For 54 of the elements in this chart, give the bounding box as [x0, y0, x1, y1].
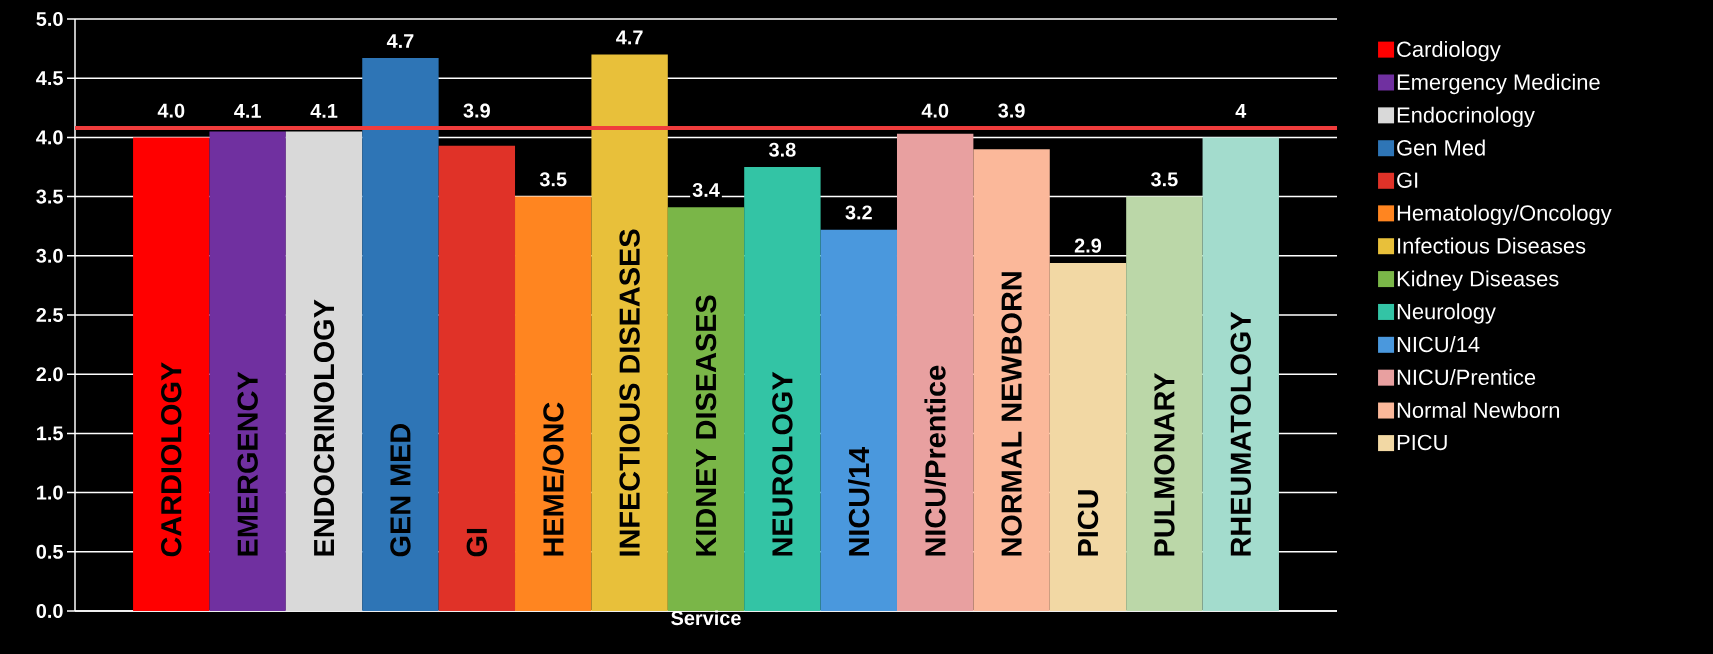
x-tick-label: NICU/Prentice: [924, 365, 946, 556]
legend-label: Neurology: [1397, 303, 1496, 324]
y-tick-label: 3.0: [36, 248, 63, 263]
data-label: 3.5: [1150, 172, 1178, 187]
x-tick-label: EMERGENCY: [237, 371, 258, 556]
x-tick-label: PULMONARY: [1154, 372, 1175, 556]
data-label: 4.1: [310, 104, 338, 118]
y-tick-label: 2.5: [36, 307, 63, 323]
x-axis-title: Service: [671, 610, 741, 626]
data-label: 4.7: [616, 30, 643, 45]
data-label: 4: [1235, 104, 1247, 118]
x-tick-label: RHEUMATOLOGY: [1230, 311, 1251, 556]
data-label: 4.1: [234, 104, 261, 118]
data-label: 3.4: [692, 182, 720, 198]
data-label: 4.7: [386, 34, 414, 48]
data-label: 3.5: [539, 172, 567, 187]
y-tick-label: 0.0: [36, 603, 63, 619]
y-tick-label: 5.0: [36, 11, 63, 27]
legend-label: Infectious Diseases: [1398, 237, 1586, 254]
legend-label: Emergency Medicine: [1397, 73, 1600, 95]
data-label: 2.9: [1074, 238, 1102, 253]
legend-label: Gen Med: [1397, 139, 1485, 156]
y-tick-label: 4.5: [36, 71, 63, 86]
y-tick-label: 1.5: [37, 426, 63, 441]
x-tick-label: PICU: [1077, 490, 1099, 556]
legend-label: Kidney Diseases: [1397, 270, 1559, 291]
data-label: 3.8: [769, 142, 796, 157]
legend-label: GI: [1397, 172, 1418, 188]
y-tick-label: 0.5: [36, 544, 63, 559]
x-tick-label: KIDNEY DISEASES: [695, 295, 717, 556]
x-tick-label: ENDOCRINOLOGY: [313, 299, 335, 556]
legend-label: PICU: [1397, 434, 1447, 451]
x-tick-label: GEN MED: [390, 423, 411, 557]
legend-label: NICU/14: [1397, 336, 1480, 353]
data-label: 4.0: [157, 103, 185, 118]
legend-label: Hematology/Oncology: [1397, 204, 1612, 226]
x-tick-label: HEME/ONC: [542, 402, 564, 556]
y-tick-label: 1.0: [37, 485, 63, 500]
data-label: 3.9: [998, 103, 1025, 118]
y-tick-label: 3.5: [36, 189, 63, 204]
data-label: 3.9: [463, 103, 490, 118]
x-tick-label: GI: [466, 528, 488, 557]
data-label: 4.0: [921, 103, 949, 118]
legend-label: Endocrinology: [1397, 106, 1535, 128]
y-tick-label: 4.0: [36, 130, 63, 145]
y-tick-label: 2.0: [36, 367, 63, 382]
x-tick-label: NEUROLOGY: [772, 371, 793, 556]
x-tick-label: CARDIOLOGY: [161, 362, 182, 557]
data-label: 3.2: [845, 205, 872, 220]
legend-label: Normal Newborn: [1397, 401, 1560, 418]
x-tick-label: NICU/14: [848, 446, 870, 556]
legend-label: Cardiology: [1397, 40, 1501, 62]
x-tick-label: INFECTIOUS DISEASES: [619, 229, 640, 556]
x-tick-label: NORMAL NEWBORN: [1001, 272, 1022, 556]
